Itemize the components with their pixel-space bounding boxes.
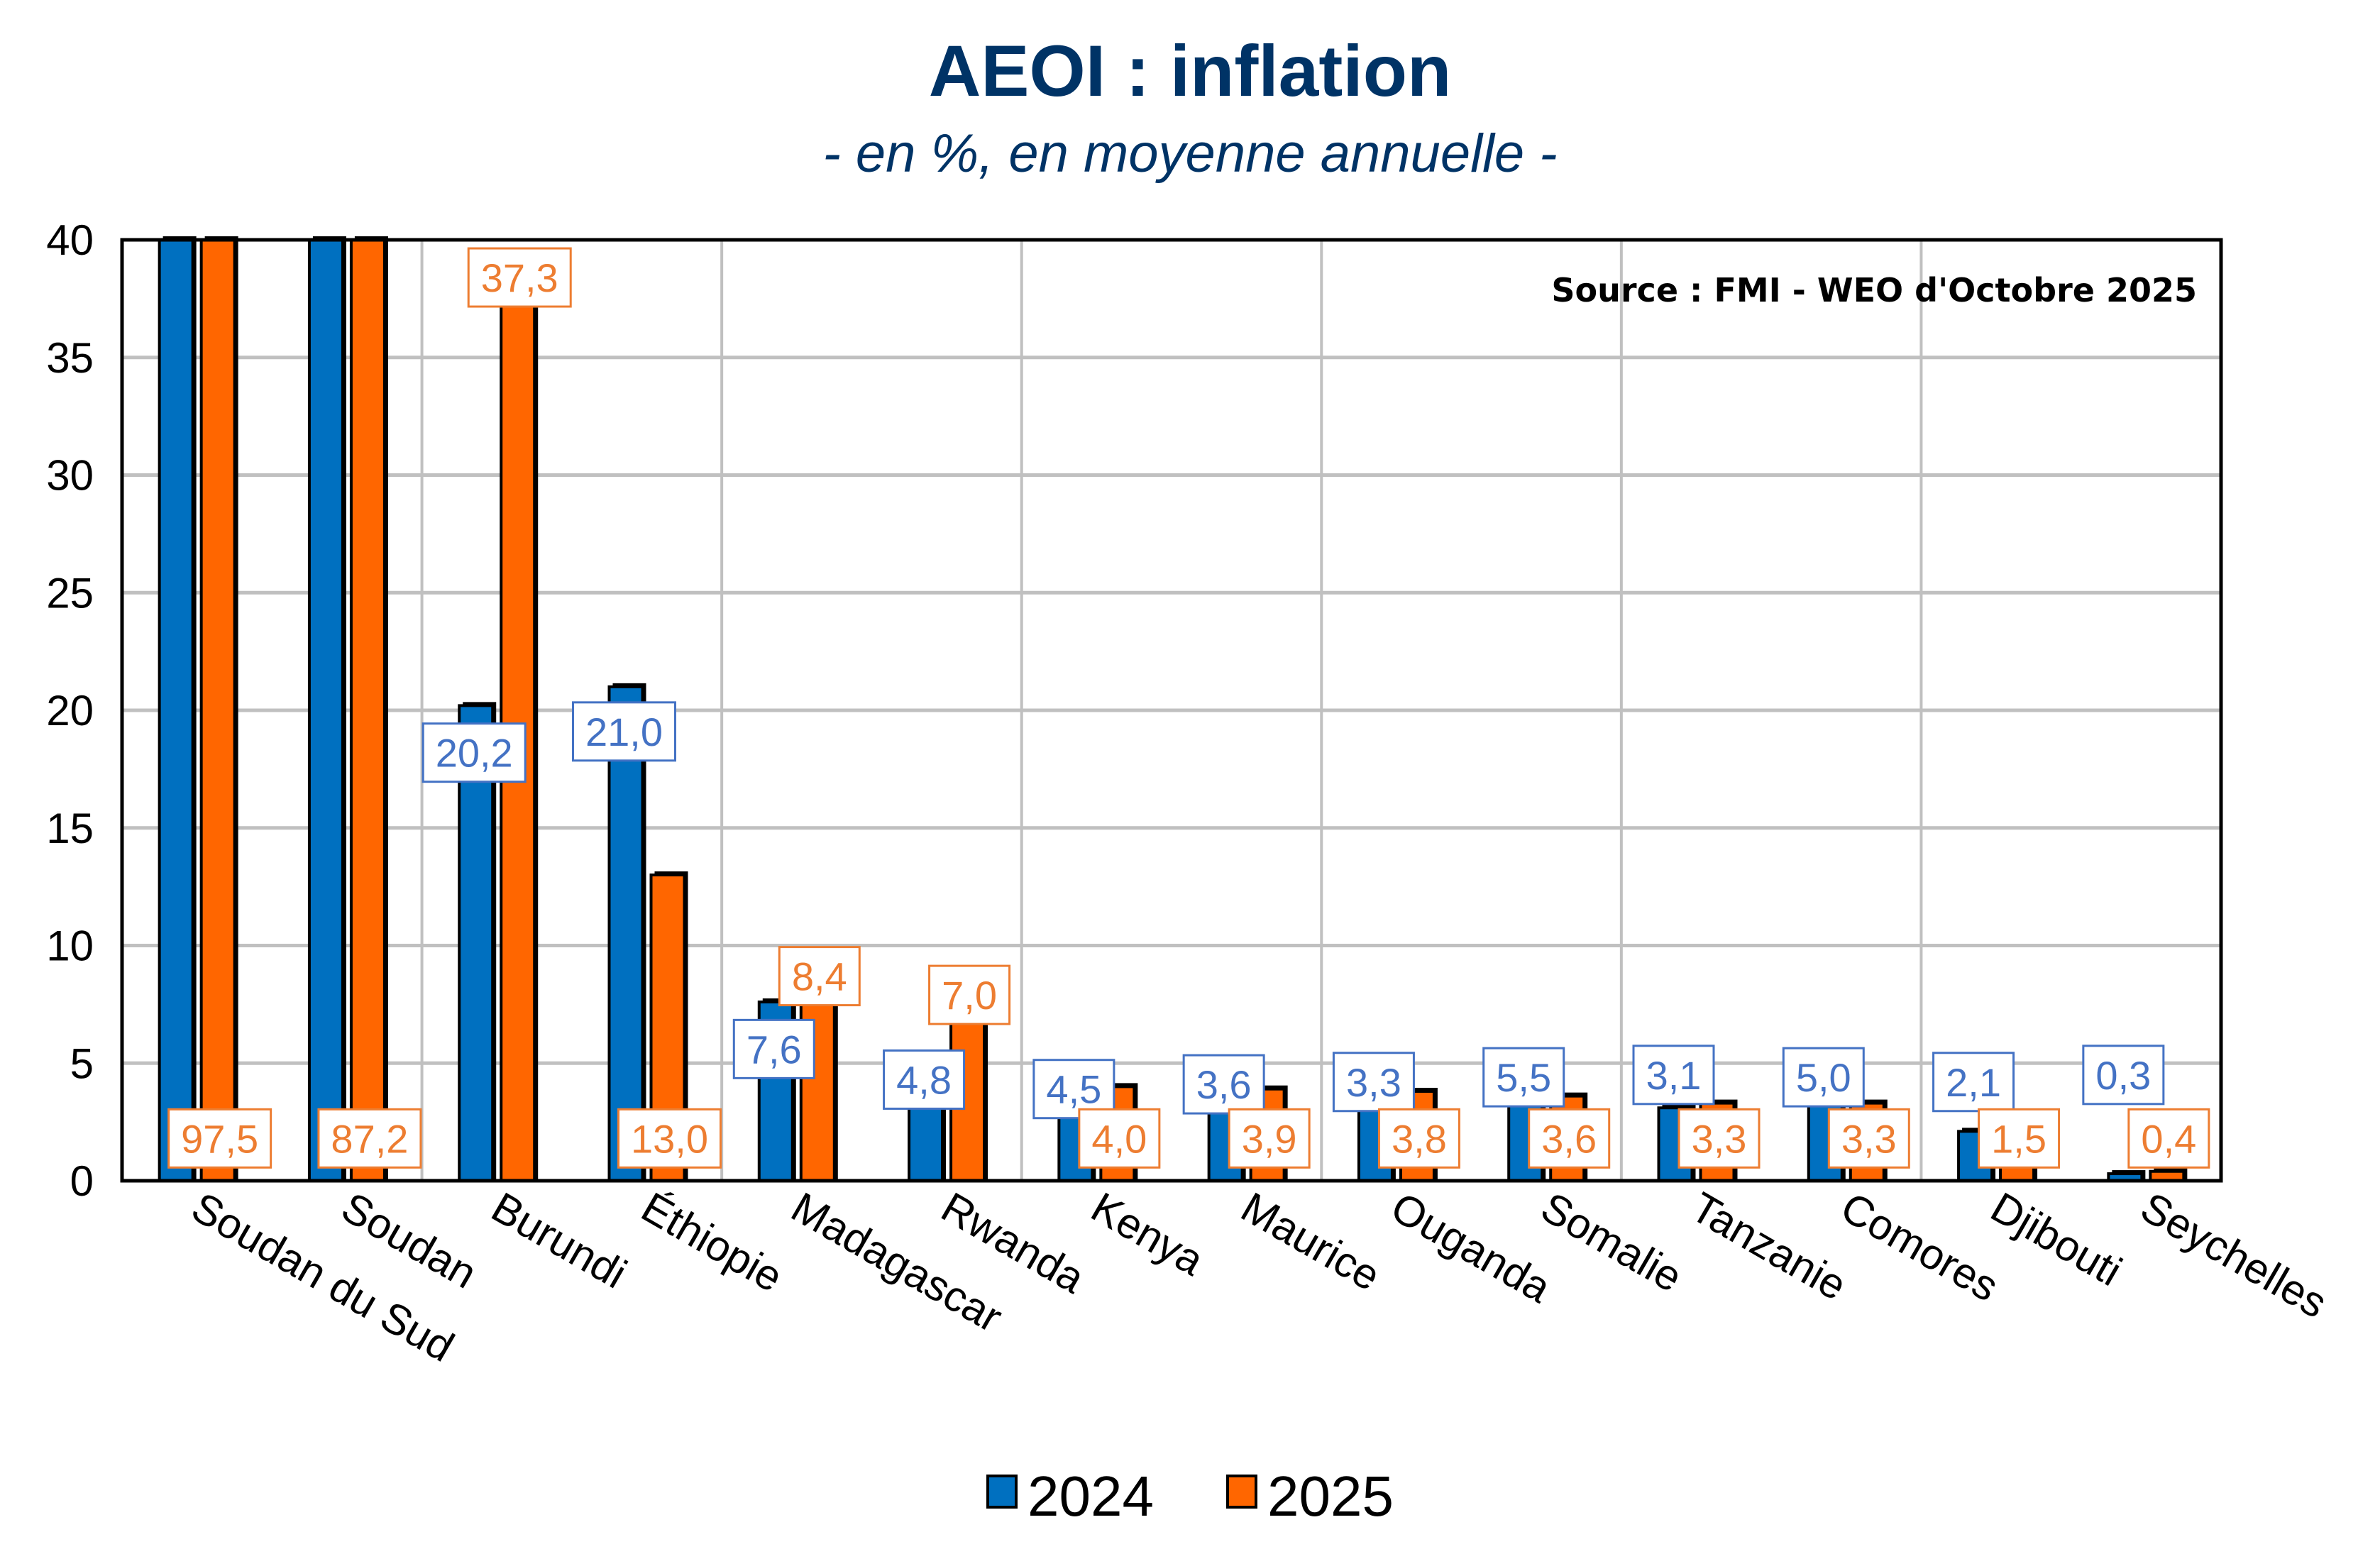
plot-frame bbox=[120, 238, 2223, 1183]
data-label-box bbox=[883, 1049, 966, 1110]
data-label-2024: 2,1 bbox=[1946, 1060, 2001, 1105]
y-tick-label: 0 bbox=[70, 1157, 94, 1205]
y-axis-ticks: 0 5 10 15 20 25 30 35 40 bbox=[46, 216, 94, 1205]
data-label-box bbox=[617, 1108, 722, 1169]
data-label-2024: 3,1 bbox=[1646, 1053, 1702, 1098]
data-label-2025: 8,4 bbox=[792, 954, 847, 999]
legend-swatch-2025 bbox=[1226, 1475, 1257, 1509]
data-label-box bbox=[1528, 1108, 1611, 1169]
data-label-box bbox=[422, 722, 527, 783]
data-label-box bbox=[1078, 1108, 1161, 1169]
y-tick-label: 15 bbox=[46, 805, 94, 852]
legend-label-2025: 2025 bbox=[1267, 1465, 1394, 1528]
bar-2025 bbox=[199, 238, 236, 1182]
y-tick-label: 10 bbox=[46, 922, 94, 970]
data-label-2024: 21,0 bbox=[585, 710, 663, 754]
data-label-2025: 3,8 bbox=[1392, 1116, 1447, 1161]
x-tick-label: Somalie bbox=[1533, 1183, 1690, 1301]
chart-subtitle: - en %, en moyenne annuelle - bbox=[822, 123, 1557, 184]
data-label-2025: 37,3 bbox=[481, 255, 558, 300]
bar-2024 bbox=[307, 238, 344, 1182]
data-label-2025: 3,9 bbox=[1242, 1116, 1297, 1161]
data-label-box bbox=[1782, 1047, 1865, 1108]
x-tick-label: Seychelles bbox=[2133, 1183, 2335, 1327]
data-label-box bbox=[2082, 1045, 2165, 1106]
data-label-box bbox=[1332, 1052, 1415, 1113]
data-label-2024: 3,6 bbox=[1196, 1062, 1252, 1107]
data-label-2025: 3,6 bbox=[1541, 1116, 1597, 1161]
data-label-2024: 5,0 bbox=[1796, 1055, 1851, 1100]
y-tick-label: 5 bbox=[70, 1040, 94, 1087]
data-label-box bbox=[1482, 1047, 1565, 1108]
data-label-2024: 3,3 bbox=[1346, 1060, 1401, 1105]
data-labels: 97,5 87,2 20,2 37,3 21,0 13,0 7,6 8,4 4,8 7,0 4,54… bbox=[167, 247, 2210, 1169]
data-label-2025: 0,4 bbox=[2141, 1116, 2196, 1161]
x-tick-label: Maurice bbox=[1233, 1183, 1388, 1300]
data-label-2025: 97,5 bbox=[181, 1116, 258, 1161]
data-label-2024: 4,5 bbox=[1046, 1067, 1101, 1112]
data-label-box bbox=[928, 964, 1011, 1025]
y-tick-label: 20 bbox=[46, 687, 94, 734]
chart-title: AEOI : inflation bbox=[929, 31, 1452, 111]
data-label-2025: 1,5 bbox=[1991, 1116, 2046, 1161]
data-label-box bbox=[778, 946, 861, 1007]
data-label-box bbox=[317, 1108, 422, 1169]
x-tick-label: Comores bbox=[1833, 1183, 2006, 1311]
x-tick-label: Soudan du Sud bbox=[184, 1183, 462, 1371]
y-tick-label: 35 bbox=[46, 334, 94, 382]
data-label-2025: 4,0 bbox=[1091, 1116, 1147, 1161]
data-label-2025: 3,3 bbox=[1841, 1116, 1897, 1161]
x-tick-label: Éthiopie bbox=[634, 1183, 790, 1301]
data-label-box bbox=[1932, 1052, 2015, 1113]
data-label-2025: 3,3 bbox=[1692, 1116, 1747, 1161]
data-label-2024: 0,3 bbox=[2095, 1053, 2151, 1098]
data-label-box bbox=[1377, 1108, 1460, 1169]
data-label-box bbox=[572, 701, 676, 762]
data-label-box bbox=[467, 247, 572, 308]
data-label-2024: 7,6 bbox=[746, 1027, 802, 1071]
data-label-2024: 20,2 bbox=[436, 731, 513, 776]
bar-2025 bbox=[349, 238, 386, 1182]
data-label-box bbox=[167, 1108, 272, 1169]
x-tick-label: Djibouti bbox=[1983, 1183, 2130, 1295]
x-axis-labels: Soudan du SudSoudanBurundiÉthiopieMadaga… bbox=[184, 1183, 2335, 1371]
data-label-2025: 87,2 bbox=[331, 1116, 408, 1161]
data-label-2024: 4,8 bbox=[896, 1057, 952, 1102]
source-note: Source : FMI - WEO d'Octobre 2025 bbox=[1551, 271, 2197, 309]
gridlines bbox=[122, 240, 2221, 1181]
legend: 2024 2025 bbox=[986, 1465, 1394, 1528]
data-label-box bbox=[2127, 1108, 2210, 1169]
legend-swatch-2024 bbox=[986, 1475, 1018, 1509]
data-label-box bbox=[1677, 1108, 1761, 1169]
x-tick-label: Ouganda bbox=[1383, 1183, 1559, 1312]
data-label-box bbox=[1228, 1108, 1311, 1169]
data-label-box bbox=[732, 1018, 815, 1079]
x-tick-label: Tanzanie bbox=[1683, 1183, 1855, 1309]
data-label-box bbox=[1978, 1108, 2061, 1169]
bar-2024 bbox=[158, 238, 194, 1182]
data-label-box bbox=[1632, 1045, 1715, 1106]
data-label-2025: 7,0 bbox=[942, 973, 997, 1018]
y-tick-label: 40 bbox=[46, 216, 94, 264]
x-tick-label: Kenya bbox=[1084, 1183, 1212, 1284]
bar-2025 bbox=[799, 981, 836, 1183]
data-label-box bbox=[1827, 1108, 1910, 1169]
legend-label-2024: 2024 bbox=[1028, 1465, 1154, 1528]
y-tick-label: 30 bbox=[46, 452, 94, 500]
data-label-box bbox=[1182, 1054, 1265, 1115]
y-tick-label: 25 bbox=[46, 569, 94, 617]
data-label-2024: 5,5 bbox=[1496, 1055, 1551, 1100]
data-label-box bbox=[1032, 1059, 1115, 1120]
x-tick-label: Burundi bbox=[484, 1183, 635, 1297]
data-label-2025: 13,0 bbox=[631, 1116, 708, 1161]
